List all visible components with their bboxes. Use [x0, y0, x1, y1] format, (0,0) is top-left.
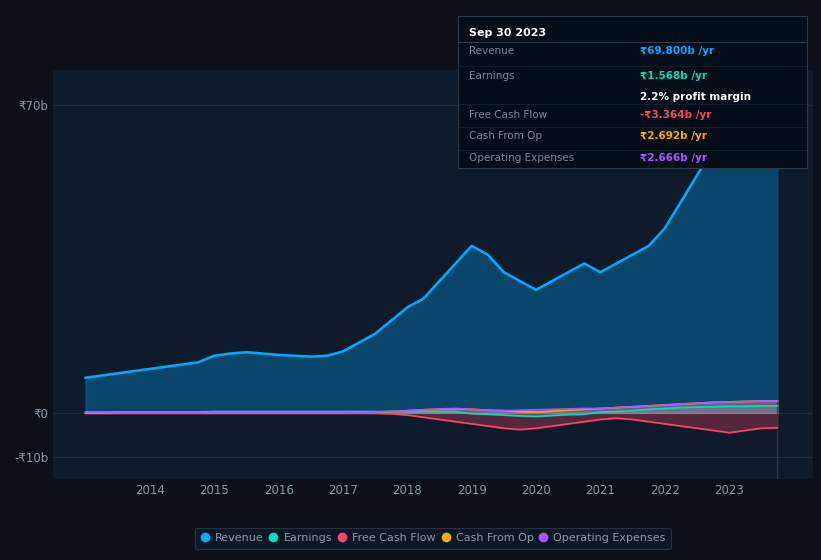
Text: Revenue: Revenue	[469, 46, 514, 56]
Text: -₹3.364b /yr: -₹3.364b /yr	[640, 110, 711, 120]
Text: Cash From Op: Cash From Op	[469, 132, 542, 142]
Legend: Revenue, Earnings, Free Cash Flow, Cash From Op, Operating Expenses: Revenue, Earnings, Free Cash Flow, Cash …	[195, 528, 672, 549]
Text: Earnings: Earnings	[469, 71, 514, 81]
Text: ₹1.568b /yr: ₹1.568b /yr	[640, 71, 707, 81]
Text: Operating Expenses: Operating Expenses	[469, 153, 574, 163]
Text: ₹2.692b /yr: ₹2.692b /yr	[640, 132, 706, 142]
Text: Sep 30 2023: Sep 30 2023	[469, 28, 546, 38]
Text: Free Cash Flow: Free Cash Flow	[469, 110, 547, 120]
Text: 2.2% profit margin: 2.2% profit margin	[640, 92, 750, 102]
Text: ₹2.666b /yr: ₹2.666b /yr	[640, 153, 707, 163]
Text: ₹69.800b /yr: ₹69.800b /yr	[640, 46, 713, 56]
